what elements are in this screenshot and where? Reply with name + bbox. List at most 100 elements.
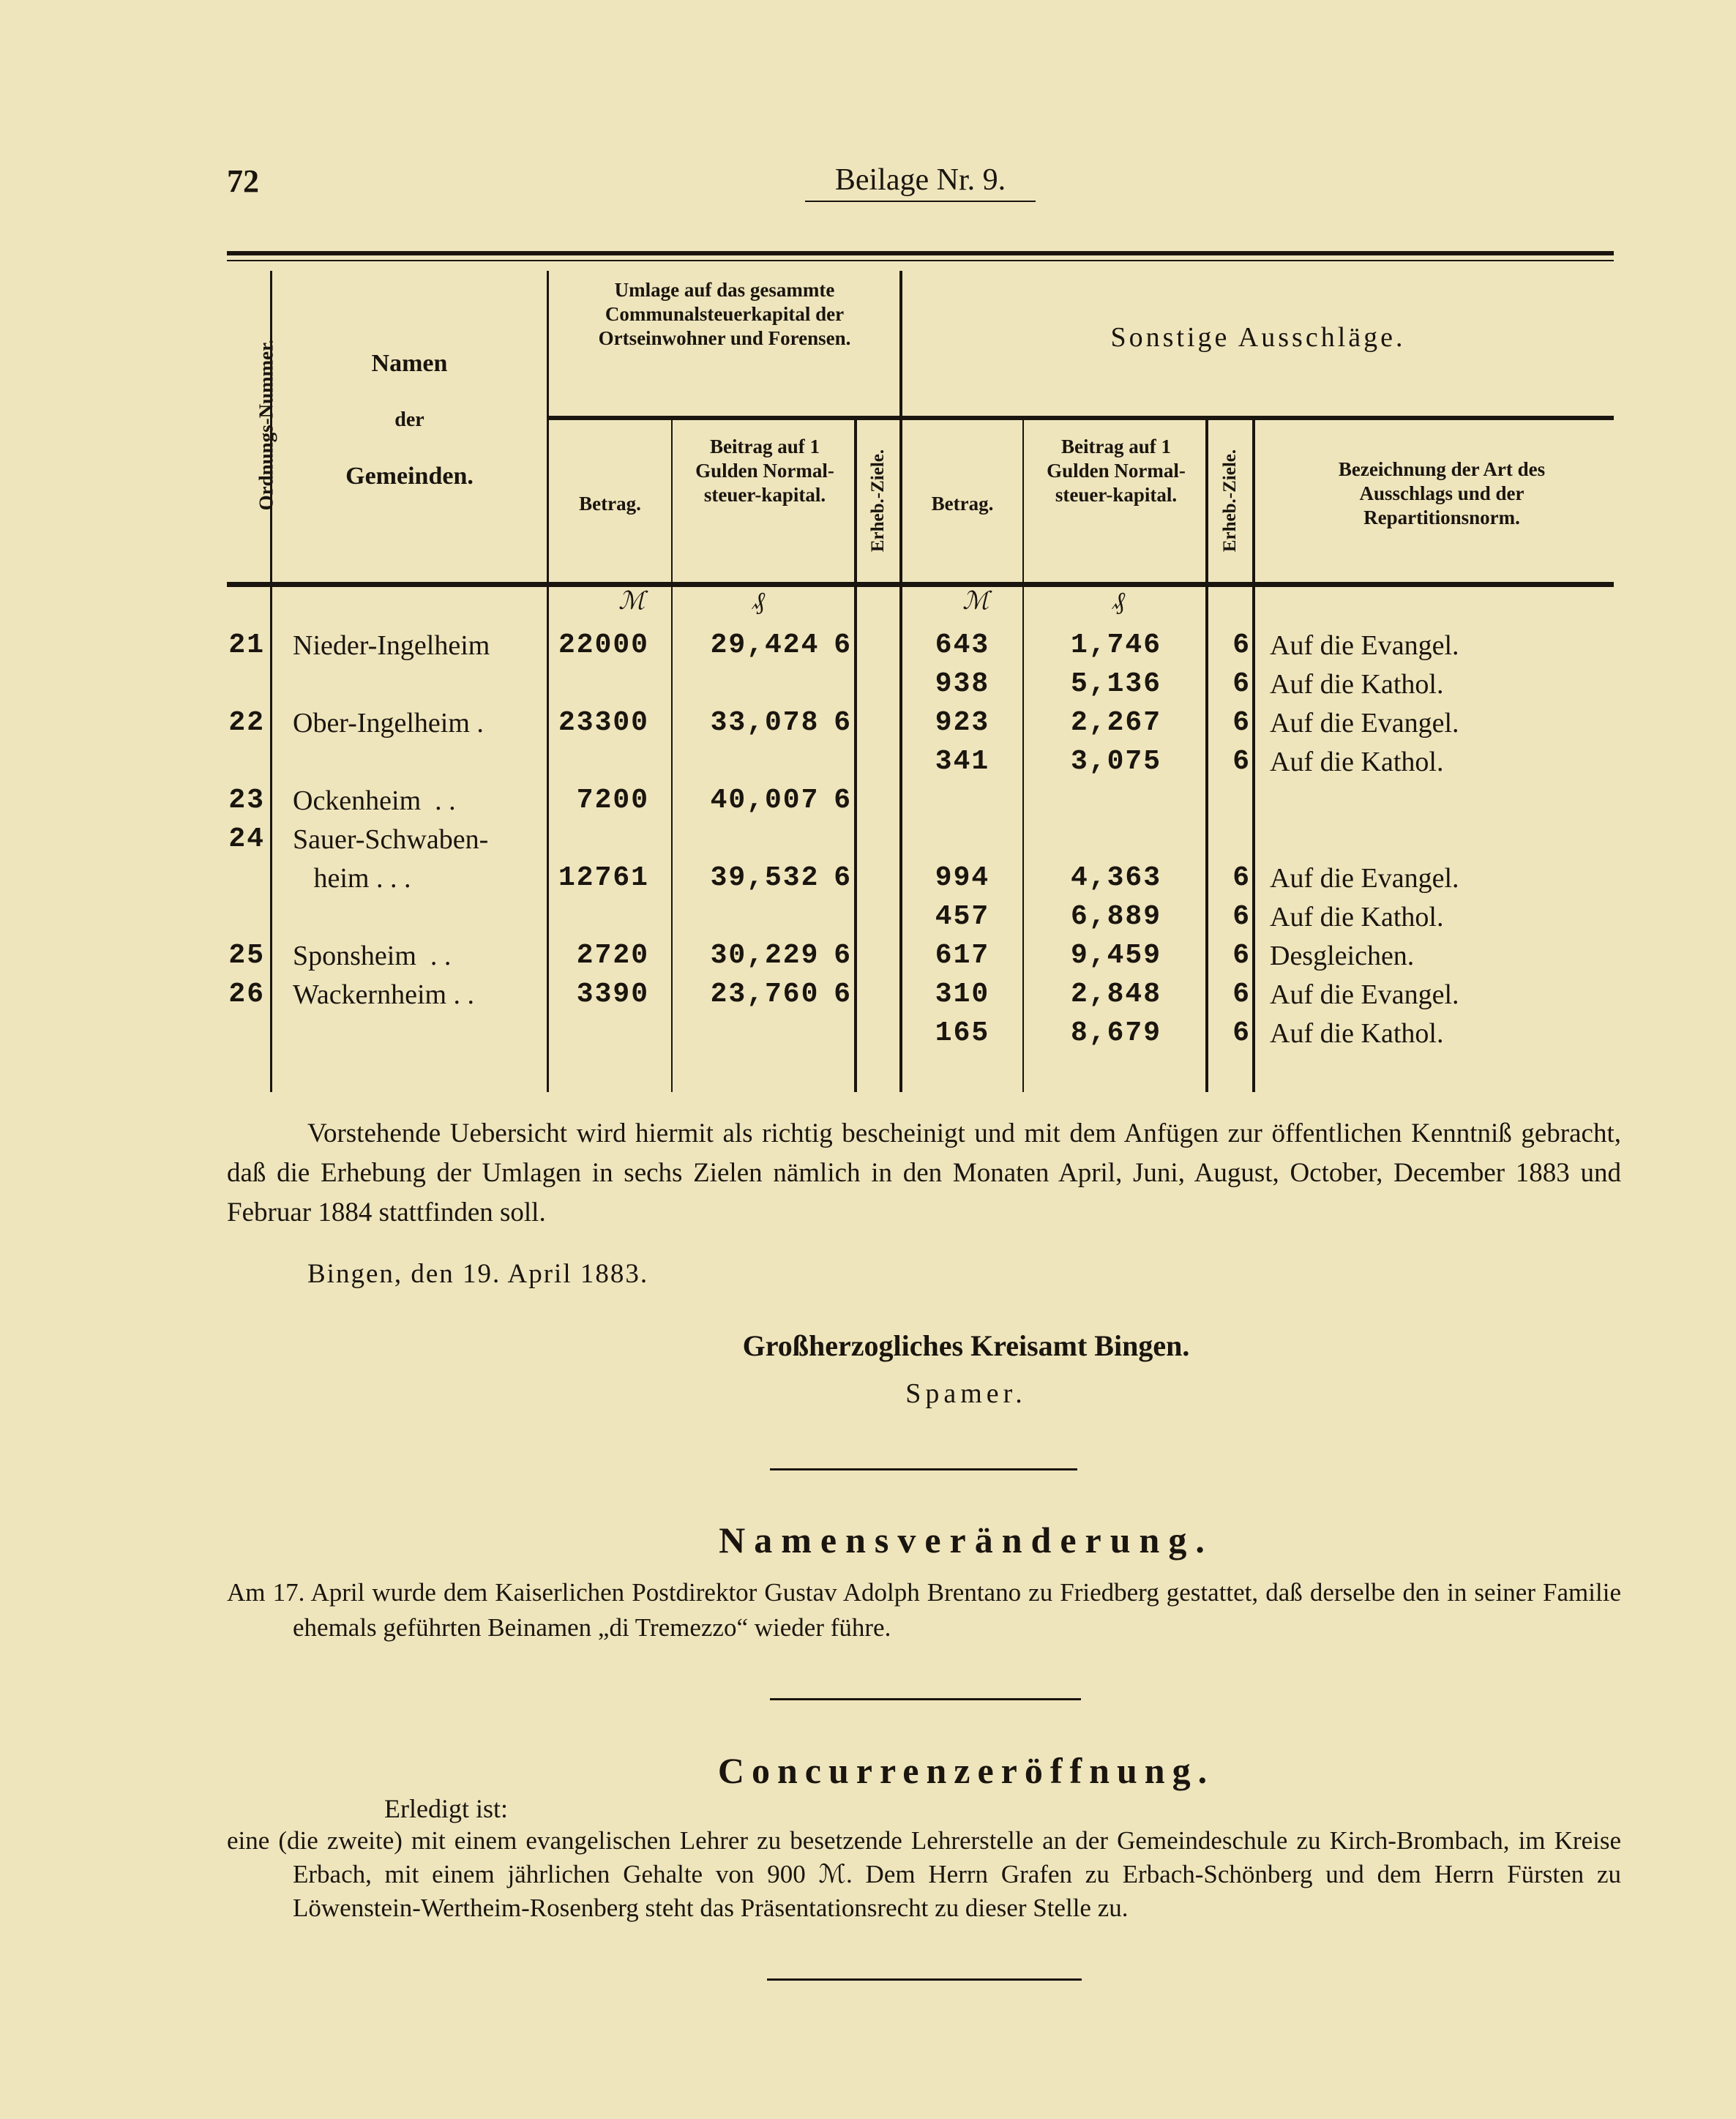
unit-mark: ℳ [618, 588, 646, 615]
cell-name: Nieder-Ingelheim [293, 630, 490, 661]
cell-s-betrag: 643 [935, 629, 990, 661]
cell-s-beitrag: 9,459 [1070, 940, 1162, 971]
concurrenz-intro: Erledigt ist: [384, 1794, 508, 1823]
header-namen-line: der [394, 408, 424, 431]
section-heading-concurrenzeroeffnung: Concurrenzeröffnung. [717, 1750, 1215, 1791]
cell-beitrag: 23,760 [710, 979, 820, 1010]
cell-name: Sponsheim . . [293, 941, 452, 971]
header-namen-line: Namen [371, 350, 448, 377]
cell-s-ziele: 6 [1232, 901, 1251, 933]
cell-s-beitrag: 2,267 [1070, 707, 1162, 739]
cell-bez: Auf die Evangel. [1270, 979, 1459, 1010]
page-number: 72 [227, 163, 259, 199]
cell-betrag: 2720 [576, 940, 649, 971]
cell-s-beitrag: 3,075 [1070, 746, 1162, 777]
bottom-rule [767, 1978, 1082, 1981]
cell-s-betrag: 457 [935, 901, 990, 933]
cell-ziele: 6 [834, 707, 852, 739]
col-divider [671, 420, 673, 1092]
cell-name: Ober-Ingelheim . [293, 708, 484, 739]
cell-ziele: 6 [834, 629, 852, 661]
cell-bez: Auf die Kathol. [1270, 1018, 1444, 1049]
cell-s-ziele: 6 [1232, 668, 1251, 700]
place-date: Bingen, den 19. April 1883. [307, 1259, 649, 1289]
cell-s-beitrag: 4,363 [1070, 862, 1162, 894]
cell-bez: Auf die Kathol. [1270, 902, 1444, 933]
cell-s-beitrag: 5,136 [1070, 668, 1162, 700]
header-erheb-ziele: Erheb.-Ziele. [868, 449, 888, 553]
table-top-rule [227, 251, 1614, 255]
concurrenz-text: eine (die zweite) mit einem evangelische… [227, 1826, 1621, 1922]
col-divider [1205, 420, 1208, 1092]
cell-bez: Auf die Evangel. [1270, 708, 1459, 739]
cell-s-ziele: 6 [1232, 629, 1251, 661]
certification-text: Vorstehende Uebersicht wird hiermit als … [227, 1118, 1621, 1227]
cell-name: Ockenheim . . [293, 785, 456, 816]
unit-mark: ℳ [962, 588, 989, 615]
cell-name: Sauer-Schwaben- [293, 824, 489, 855]
cell-s-betrag: 165 [935, 1017, 990, 1049]
unit-pfennig: ₰ [1112, 588, 1125, 615]
col-divider [1022, 420, 1024, 1092]
running-title: Beilage Nr. 9. [805, 162, 1036, 202]
cell-beitrag: 39,532 [710, 862, 820, 894]
cell-ziele: 6 [834, 862, 852, 894]
signature: Spamer. [905, 1378, 1027, 1409]
cell-beitrag: 30,229 [710, 940, 820, 971]
col-divider [547, 271, 549, 1092]
cell-num: 25 [228, 940, 265, 971]
cell-bez: Auf die Evangel. [1270, 863, 1459, 894]
separator-rule [770, 1698, 1081, 1700]
header-betrag: Betrag. [579, 493, 641, 515]
col-divider [270, 271, 272, 1092]
cell-ziele: 6 [834, 940, 852, 971]
cell-betrag: 22000 [558, 629, 649, 661]
cell-beitrag: 40,007 [710, 785, 820, 816]
authority: Großherzogliches Kreisamt Bingen. [742, 1329, 1190, 1362]
cell-s-ziele: 6 [1232, 862, 1251, 894]
cell-s-ziele: 6 [1232, 940, 1251, 971]
col-divider [899, 271, 902, 1092]
cell-betrag: 3390 [576, 979, 649, 1010]
cell-s-ziele: 6 [1232, 746, 1251, 777]
header-bottom-rule [227, 582, 1614, 587]
cell-bez: Auf die Kathol. [1270, 747, 1444, 777]
col-divider [854, 420, 857, 1092]
cell-name: Wackernheim . . [293, 979, 475, 1010]
cell-bez: Desgleichen. [1270, 941, 1415, 971]
cell-betrag: 23300 [558, 707, 649, 739]
header-s-erheb-ziele: Erheb.-Ziele. [1220, 449, 1240, 553]
cell-s-beitrag: 8,679 [1070, 1017, 1162, 1049]
cell-s-beitrag: 1,746 [1070, 629, 1162, 661]
cell-s-beitrag: 2,848 [1070, 979, 1162, 1010]
cell-beitrag: 29,424 [710, 629, 820, 661]
cell-betrag: 7200 [576, 785, 649, 816]
cell-num: 24 [228, 823, 265, 855]
cell-s-betrag: 341 [935, 746, 990, 777]
cell-num: 22 [228, 707, 265, 739]
separator-rule [770, 1468, 1077, 1470]
cell-s-betrag: 310 [935, 979, 990, 1010]
header-namen: Namen der Gemeinden. [272, 350, 547, 490]
cell-s-ziele: 6 [1232, 1017, 1251, 1049]
header-beitrag: Beitrag auf 1 Gulden Normal-steuer-kapit… [695, 436, 834, 506]
header-s-beitrag: Beitrag auf 1 Gulden Normal-steuer-kapit… [1047, 436, 1186, 506]
header-umlage: Umlage auf das gesammte Communalsteuerka… [598, 279, 851, 349]
cell-bez: Auf die Kathol. [1270, 669, 1444, 700]
cell-s-betrag: 923 [935, 707, 990, 739]
section-heading-namensveraenderung: Namensveränderung. [719, 1520, 1213, 1561]
cell-betrag: 12761 [558, 862, 649, 894]
cell-ziele: 6 [834, 979, 852, 1010]
header-namen-line: Gemeinden. [345, 463, 474, 490]
table-top-rule-thin [227, 260, 1614, 261]
cell-ziele: 6 [834, 785, 852, 816]
cell-s-betrag: 994 [935, 862, 990, 894]
cell-s-ziele: 6 [1232, 979, 1251, 1010]
cell-s-betrag: 938 [935, 668, 990, 700]
cell-num: 21 [228, 629, 265, 661]
unit-pfennig: ₰ [752, 588, 765, 615]
namensveraenderung-text: Am 17. April wurde dem Kaiserlichen Post… [227, 1578, 1621, 1642]
header-sonstige: Sonstige Ausschläge. [1110, 322, 1406, 353]
cell-s-beitrag: 6,889 [1070, 901, 1162, 933]
cell-bez: Auf die Evangel. [1270, 630, 1459, 661]
